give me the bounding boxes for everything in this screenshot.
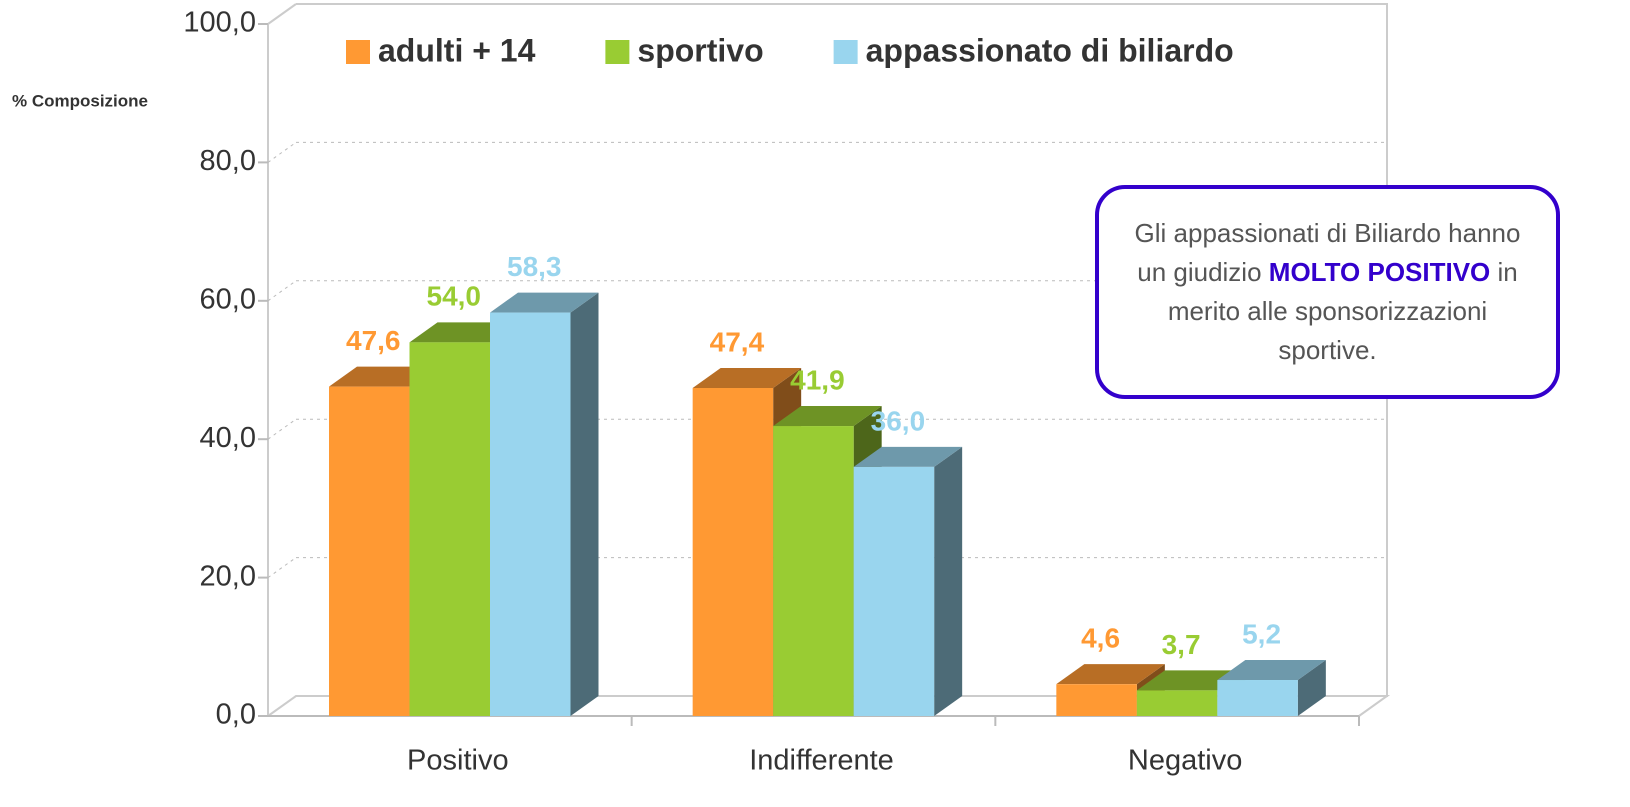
value-label: 3,7 [1162, 629, 1201, 660]
value-label: 36,0 [871, 405, 926, 436]
value-label: 58,3 [507, 251, 562, 282]
bar [1056, 684, 1137, 716]
bar-side [1297, 660, 1326, 716]
legend-swatch [346, 40, 370, 64]
bar-top [1056, 664, 1165, 685]
x-tick-label: Indifferente [749, 745, 894, 777]
bar-top [773, 406, 882, 427]
y-tick-label: 0,0 [216, 699, 256, 731]
bar [692, 387, 774, 716]
bar [329, 386, 410, 716]
legend-label: adulti + 14 [378, 32, 536, 68]
bar [409, 342, 490, 716]
y-tick-label: 40,0 [200, 422, 256, 454]
annotation: Gli appassionati di Biliardo hanno un gi… [1095, 185, 1560, 399]
grid-diag [267, 141, 297, 163]
legend-label: appassionato di biliardo [866, 32, 1234, 68]
bar [490, 312, 571, 716]
y-tick-label: 20,0 [200, 560, 256, 592]
annotation-part: Gli appassionati di Biliardo hanno un gi… [1134, 218, 1521, 287]
value-label: 47,4 [710, 326, 765, 357]
value-label: 41,9 [790, 364, 845, 395]
bar-top [692, 367, 802, 388]
bar-side [934, 446, 963, 716]
y-tick-label: 80,0 [200, 145, 256, 177]
x-tick-label: Positivo [407, 745, 509, 777]
bar [1217, 680, 1298, 716]
value-label: 4,6 [1081, 623, 1120, 654]
annotation-bold: MOLTO POSITIVO [1268, 257, 1491, 287]
grid-diag [267, 418, 297, 440]
value-label: 47,6 [346, 325, 401, 356]
bar [773, 426, 854, 716]
y-tick-label: 100,0 [183, 7, 256, 39]
legend-swatch [605, 40, 630, 64]
value-label: 54,0 [427, 281, 482, 312]
annotation-part: in merito alle sponsorizzazioni sportive… [1167, 257, 1518, 365]
y-tick-label: 60,0 [200, 283, 256, 315]
x-tick-label: Negativo [1128, 745, 1242, 777]
bar-top [853, 446, 963, 467]
legend-swatch [833, 40, 858, 64]
side-wall-top [267, 3, 297, 25]
value-label: 5,2 [1242, 618, 1281, 649]
bar-top [1217, 660, 1326, 681]
y-axis-title: % Composizione [12, 91, 148, 110]
bar [1136, 690, 1218, 716]
grid-diag [267, 280, 297, 302]
bar-top [490, 292, 599, 313]
legend-label: sportivo [637, 32, 763, 68]
grid-diag [267, 557, 297, 579]
bar-side [570, 292, 599, 716]
annotation-text: Gli appassionati di Biliardo hanno un gi… [1117, 214, 1538, 370]
bar [853, 466, 935, 716]
